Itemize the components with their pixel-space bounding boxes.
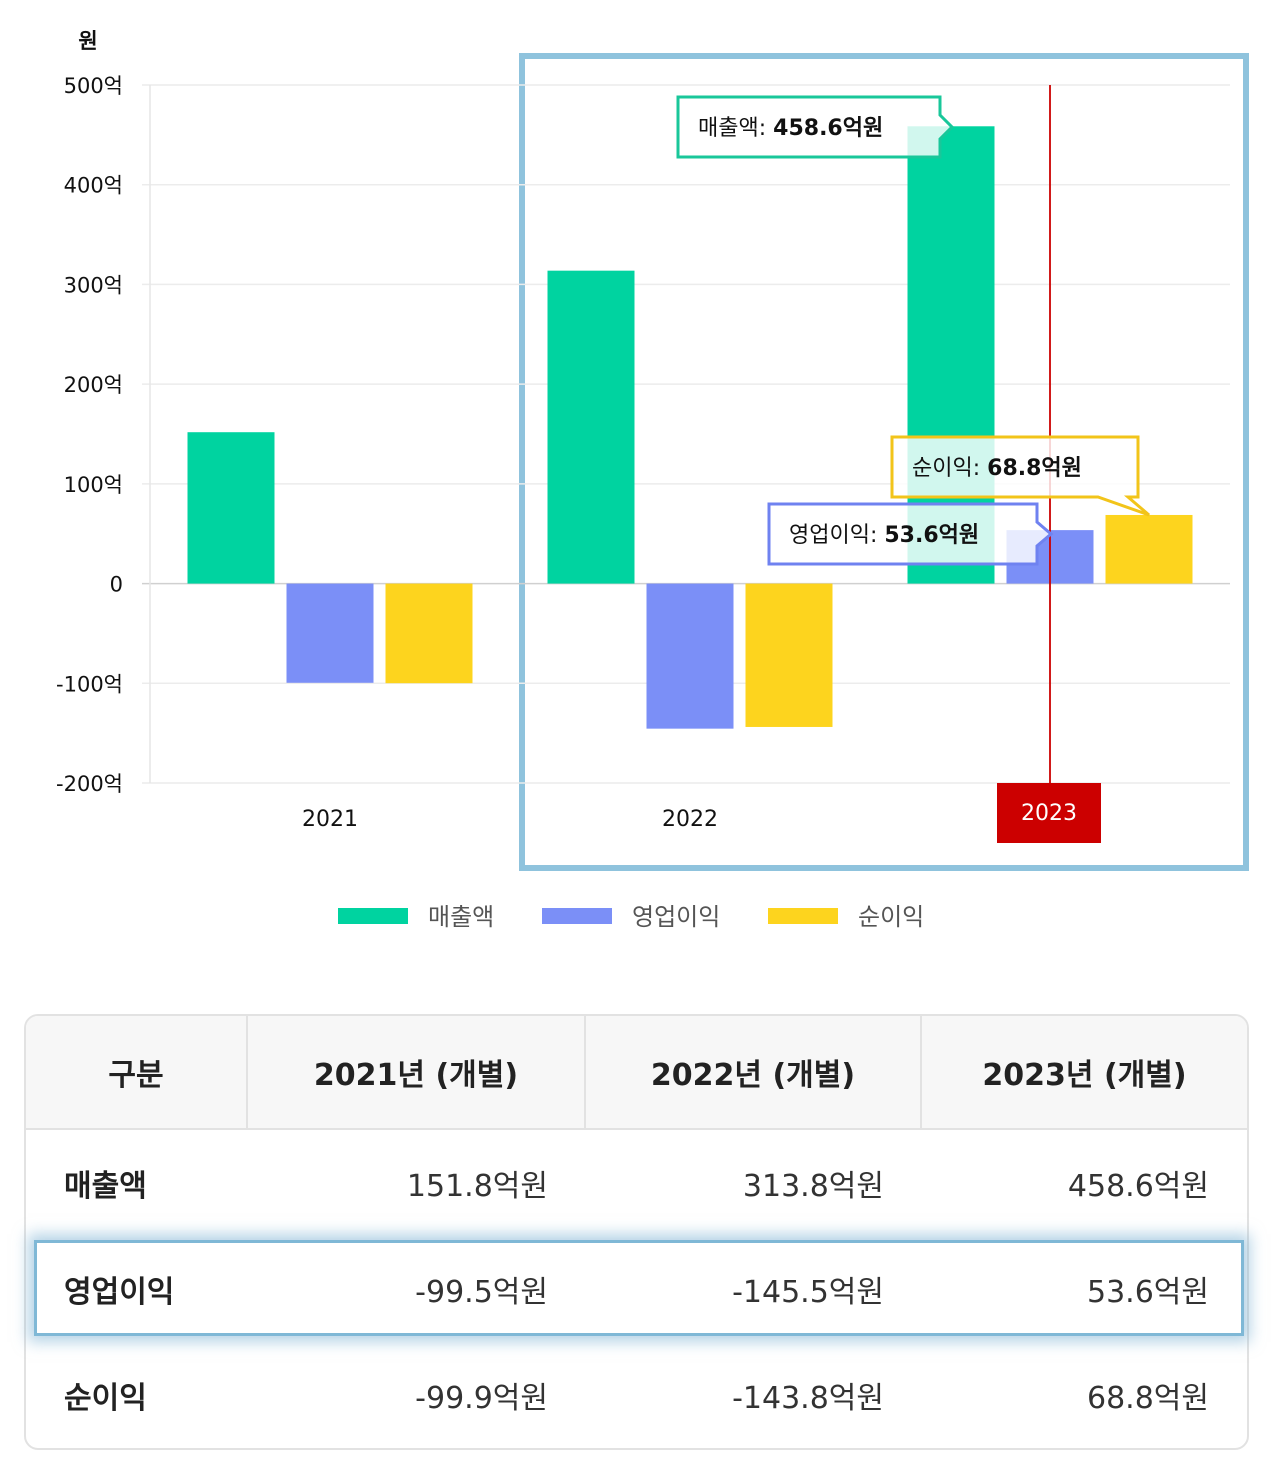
tooltip-text-1: 순이익: 68.8억원 (912, 456, 1082, 481)
header-2022: 2022년 (개별) (586, 1016, 922, 1130)
table-header-row: 구분 2021년 (개별) 2022년 (개별) 2023년 (개별) (26, 1016, 1247, 1130)
table-cell: -145.5억원 (732, 1275, 884, 1310)
legend-swatch-2 (768, 908, 838, 924)
table-row: 순이익 -99.9억원 -143.8억원 68.8억원 (26, 1342, 1247, 1448)
financial-summary-table: 구분 2021년 (개별) 2022년 (개별) 2023년 (개별) 매출액 … (24, 1014, 1249, 1450)
tooltip-text-0: 매출액: 458.6억원 (698, 116, 883, 141)
table-cell: -143.8억원 (732, 1381, 884, 1416)
x-tick-label: 2022 (662, 807, 718, 832)
bar-2022-series-1 (646, 583, 734, 729)
tooltip-box-1 (890, 435, 1150, 517)
bar-2021-series-0 (187, 432, 275, 584)
bar-2022-series-2 (745, 583, 833, 727)
header-2023: 2023년 (개별) (922, 1016, 1247, 1130)
tooltip-text-2: 영업이익: 53.6억원 (789, 523, 979, 548)
table-cell: 68.8억원 (1087, 1381, 1209, 1416)
bar-2021-series-1 (286, 583, 374, 683)
row-label-revenue: 매출액 (64, 1169, 147, 1204)
bar-2023-series-2 (1105, 514, 1193, 584)
chart-area: 원 500억 400억 300억 200억 100억 0 -100억 -200억 2021 2022… (56, 29, 1249, 931)
legend-swatch-1 (542, 908, 612, 924)
legend-label-2: 순이익 (858, 903, 924, 931)
table-cell: -99.9억원 (415, 1381, 548, 1416)
table-cell: 53.6억원 (1087, 1275, 1209, 1310)
table-row: 매출액 151.8억원 313.8억원 458.6억원 (26, 1130, 1247, 1236)
row-label-operating-profit: 영업이익 (64, 1275, 175, 1310)
y-tick-label: 300억 (64, 273, 123, 297)
y-tick-label: 0 (110, 573, 123, 597)
y-tick-label: 200억 (64, 373, 123, 397)
tooltip-box-2 (767, 502, 1054, 566)
header-2021: 2021년 (개별) (248, 1016, 586, 1130)
bar-2022-series-0 (547, 270, 635, 584)
bar-chart: 원 500억 400억 300억 200억 100억 0 -100억 -200억 2021 2022… (56, 29, 1249, 931)
highlight-category-badge (997, 783, 1101, 843)
table-cell: 458.6억원 (1067, 1169, 1209, 1204)
x-tick-label: 2021 (302, 807, 358, 832)
y-tick-label: 400억 (64, 174, 123, 198)
y-tick-label: 500억 (64, 74, 123, 98)
tooltip-box-0 (676, 95, 955, 159)
legend-label-1: 영업이익 (632, 903, 720, 931)
legend-label-0: 매출액 (428, 903, 494, 931)
table-cell: 151.8억원 (406, 1169, 548, 1204)
y-tick-label: -200억 (56, 772, 123, 796)
y-tick-label: 100억 (64, 473, 123, 497)
table-row: 영업이익 -99.5억원 -145.5억원 53.6억원 (26, 1236, 1247, 1342)
y-unit-label: 원 (78, 29, 97, 53)
y-tick-label: -100억 (56, 672, 123, 696)
row-label-net-profit: 순이익 (64, 1381, 147, 1416)
bar-2021-series-2 (385, 583, 473, 684)
legend-swatch-0 (338, 908, 408, 924)
table-cell: 313.8억원 (742, 1169, 884, 1204)
header-category: 구분 (26, 1016, 248, 1130)
x-tick-label: 2023 (1021, 801, 1077, 826)
table-cell: -99.5억원 (415, 1275, 548, 1310)
